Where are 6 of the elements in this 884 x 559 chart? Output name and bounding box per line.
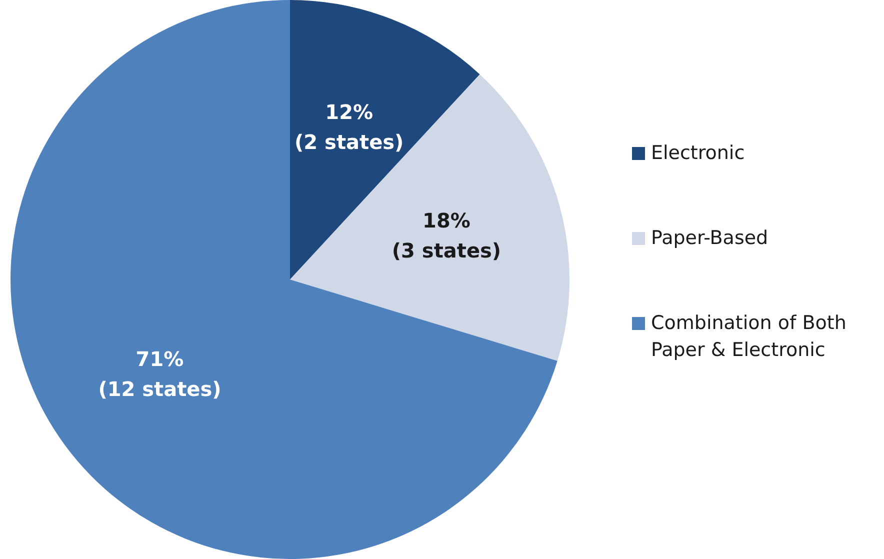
data-label: 12% (2 states)	[294, 100, 404, 154]
legend-label: Paper-Based	[651, 226, 768, 251]
data-label: 71% (12 states)	[98, 347, 222, 402]
data-label: 18% (3 states)	[392, 208, 502, 262]
legend-label: Electronic	[651, 141, 745, 166]
legend-label: Combination of Both Paper & Electronic	[651, 311, 848, 363]
